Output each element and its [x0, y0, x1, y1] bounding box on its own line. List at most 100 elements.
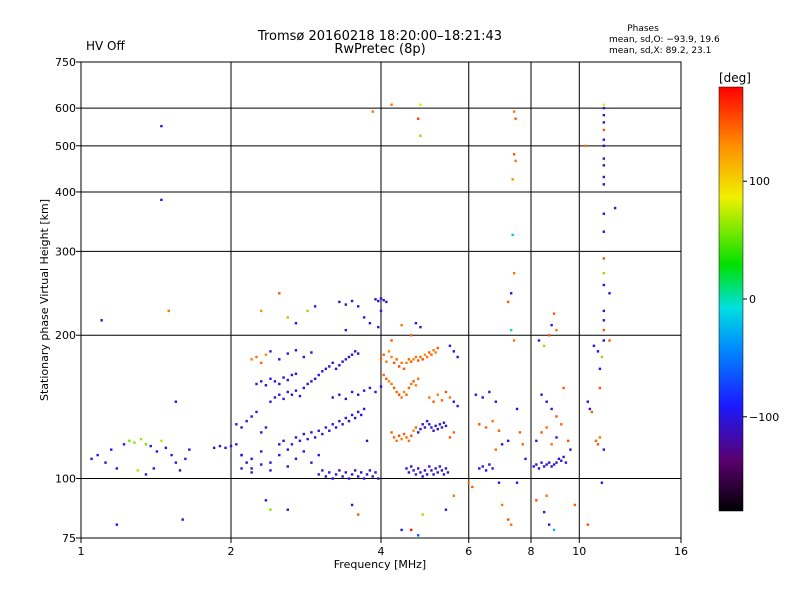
- data-point: [374, 298, 377, 301]
- data-point: [290, 443, 294, 446]
- data-point: [584, 144, 587, 148]
- data-point: [402, 367, 406, 371]
- data-point: [608, 292, 611, 295]
- data-point: [471, 485, 474, 489]
- data-point: [484, 426, 488, 429]
- data-point: [302, 386, 306, 390]
- data-point: [344, 358, 348, 361]
- data-point: [438, 465, 442, 468]
- data-point: [353, 350, 357, 353]
- y-tick-label: 400: [55, 186, 76, 199]
- data-point: [115, 523, 119, 526]
- data-point: [347, 477, 351, 480]
- data-point: [334, 426, 338, 429]
- x-tick-label: 16: [674, 545, 688, 558]
- data-point: [410, 465, 413, 468]
- data-point: [515, 481, 519, 484]
- data-point: [547, 334, 551, 337]
- data-point: [356, 513, 360, 516]
- data-point: [569, 448, 572, 451]
- data-point: [250, 358, 253, 361]
- data-point: [104, 461, 107, 464]
- data-point: [550, 323, 553, 327]
- data-point: [382, 353, 385, 356]
- y-axis-ticks: 75 100 200 300 400 500 600 750: [55, 56, 81, 545]
- data-point: [613, 206, 617, 210]
- data-point: [294, 349, 298, 352]
- data-point: [555, 461, 558, 464]
- data-point: [371, 110, 374, 113]
- data-point: [540, 461, 543, 464]
- data-point: [555, 436, 558, 439]
- data-point: [542, 465, 546, 468]
- data-point: [302, 450, 306, 453]
- data-point: [598, 436, 602, 439]
- data-point: [566, 439, 570, 443]
- data-point: [452, 400, 456, 403]
- data-point: [341, 423, 344, 426]
- data-point: [400, 528, 403, 532]
- data-point: [608, 339, 611, 342]
- data-point: [414, 384, 418, 387]
- x-axis-label: Frequency [MHz]: [334, 558, 426, 571]
- data-point: [432, 349, 435, 352]
- data-point: [286, 465, 289, 468]
- data-point: [374, 390, 377, 394]
- data-point: [331, 361, 334, 365]
- data-point: [278, 358, 281, 361]
- data-point: [338, 469, 341, 472]
- hv-status: HV Off: [86, 39, 125, 53]
- data-point: [294, 457, 298, 461]
- data-point: [390, 339, 393, 342]
- stats-x: mean, sd,X: 89.2, 23.1: [609, 46, 711, 56]
- data-point: [500, 443, 504, 446]
- data-point: [586, 523, 589, 526]
- data-point: [359, 413, 363, 417]
- data-point: [602, 164, 606, 167]
- data-point: [432, 400, 435, 403]
- data-point: [500, 503, 504, 507]
- data-point: [353, 416, 357, 420]
- data-point: [436, 393, 439, 396]
- data-point: [535, 463, 538, 466]
- data-point: [167, 309, 170, 313]
- data-point: [419, 134, 422, 137]
- data-point: [414, 426, 418, 429]
- data-point: [602, 103, 606, 106]
- data-point: [600, 355, 604, 359]
- data-point: [328, 365, 331, 368]
- colorbar-tick-label: 0: [749, 293, 756, 306]
- data-point: [368, 469, 372, 472]
- data-point: [397, 365, 401, 368]
- data-point: [414, 355, 418, 359]
- data-point: [350, 390, 354, 394]
- data-point: [397, 434, 401, 437]
- data-point: [423, 469, 427, 472]
- data-point: [317, 429, 320, 432]
- data-point: [421, 475, 424, 478]
- data-point: [438, 423, 442, 426]
- colorbar-ticks: 100 0 −100: [743, 175, 779, 424]
- data-point: [410, 434, 413, 437]
- data-point: [442, 421, 446, 424]
- data-point: [542, 510, 546, 514]
- data-point: [240, 467, 243, 470]
- data-point: [602, 309, 606, 313]
- data-point: [278, 443, 281, 446]
- data-point: [444, 424, 448, 428]
- data-points: [90, 103, 617, 537]
- colorbar-label: [deg]: [719, 71, 751, 85]
- data-point: [302, 355, 306, 359]
- data-point: [356, 410, 360, 414]
- data-point: [598, 367, 602, 371]
- data-point: [379, 297, 383, 300]
- data-point: [592, 344, 596, 348]
- data-point: [436, 427, 439, 431]
- data-point: [278, 382, 281, 386]
- data-point: [434, 351, 437, 354]
- data-point: [547, 523, 551, 526]
- data-point: [385, 360, 388, 363]
- data-point: [90, 457, 93, 461]
- chart-subtitle: RwPretec (8p): [334, 42, 425, 57]
